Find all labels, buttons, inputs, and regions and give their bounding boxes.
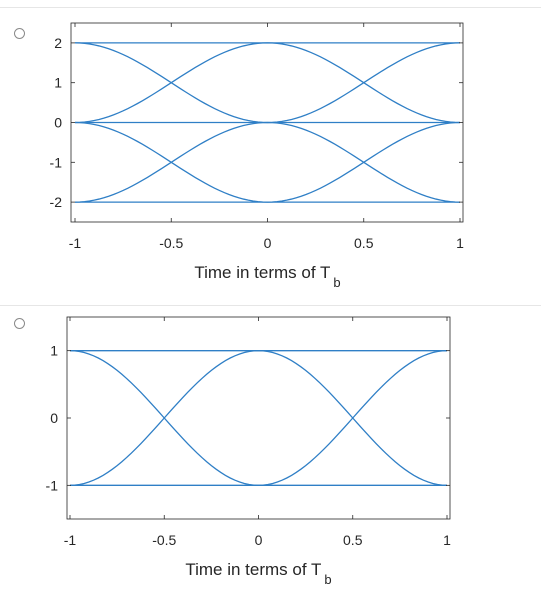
- option-radio[interactable]: [14, 28, 25, 39]
- eye-trace: [69, 350, 448, 486]
- eye-trace: [74, 42, 461, 124]
- option-divider: [0, 305, 541, 306]
- x-tick-label: 0: [264, 235, 272, 251]
- y-tick-label: -1: [50, 154, 63, 170]
- y-tick-label: 2: [54, 35, 62, 51]
- x-tick-label: -0.5: [152, 532, 176, 548]
- top-divider: [0, 7, 541, 8]
- x-tick-label: 0.5: [343, 532, 363, 548]
- eye-trace: [74, 121, 461, 203]
- x-axis-label: Time in terms of Tb: [194, 263, 340, 290]
- eye-trace: [74, 42, 461, 124]
- x-tick-label: -1: [69, 235, 82, 251]
- eye-trace: [74, 121, 461, 203]
- eye-diagram-chart: -1 -0.5 0 0.5 1 1 0 -1 Time in terms of Tb: [46, 316, 451, 587]
- eye-diagram-chart: -1 -0.5 0 0.5 1 2 1 0 -1 -2 Time in terms of Tb: [50, 22, 464, 290]
- x-tick-label: 0.5: [354, 235, 374, 251]
- plot-area: [66, 316, 451, 520]
- x-tick-label: 1: [456, 235, 464, 251]
- x-tick-label: -0.5: [159, 235, 183, 251]
- y-tick-label: 0: [50, 410, 58, 426]
- x-tick-label: 1: [443, 532, 451, 548]
- x-tick-label: 0: [255, 532, 263, 548]
- y-tick-label: 1: [50, 343, 58, 359]
- y-tick-label: -2: [50, 194, 63, 210]
- x-axis-label: Time in terms of Tb: [185, 560, 331, 587]
- option-radio[interactable]: [14, 318, 25, 329]
- x-tick-label: -1: [64, 532, 77, 548]
- y-tick-label: 0: [54, 115, 62, 131]
- y-tick-label: -1: [46, 477, 59, 493]
- y-tick-label: 1: [54, 75, 62, 91]
- eye-trace: [69, 350, 448, 486]
